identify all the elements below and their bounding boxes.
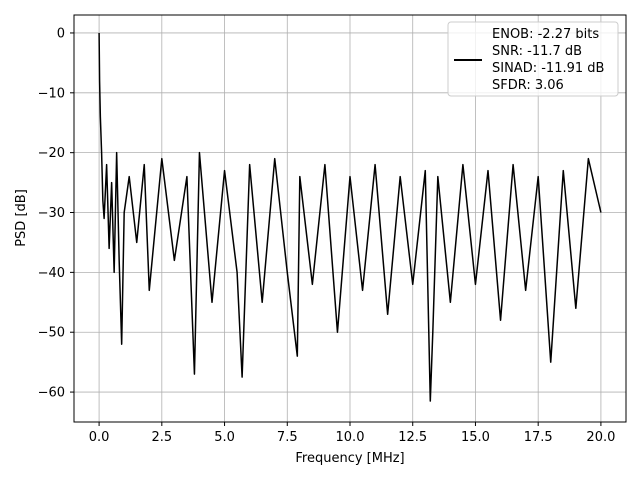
x-tick-label: 7.5 (277, 430, 298, 445)
x-tick-label: 2.5 (151, 430, 172, 445)
y-axis-label: PSD [dB] (14, 189, 29, 247)
x-tick-label: 17.5 (524, 430, 553, 445)
legend-snr: SNR: -11.7 dB (492, 44, 582, 59)
legend-sfdr: SFDR: 3.06 (492, 78, 564, 93)
legend-box (447, 21, 619, 97)
x-tick-label: 20.0 (586, 430, 615, 445)
y-tick-label: −50 (38, 326, 65, 341)
psd-series-line (98, 32, 602, 402)
legend: ENOB: -2.27 bits SNR: -11.7 dB SINAD: -1… (447, 21, 619, 97)
y-tick-label: −30 (38, 206, 65, 221)
data-area (98, 32, 602, 402)
legend-sinad: SINAD: -11.91 dB (492, 61, 604, 76)
y-tick-label: −60 (38, 386, 65, 401)
y-tick-label: −40 (38, 266, 65, 281)
x-tick-label: 5.0 (214, 430, 235, 445)
x-tick-label: 10.0 (336, 430, 365, 445)
y-axis-ticks: 0 −10 −20 −30 −40 −50 −60 (38, 26, 74, 401)
legend-enob: ENOB: -2.27 bits (492, 27, 599, 42)
x-tick-label: 12.5 (398, 430, 427, 445)
x-tick-label: 15.0 (461, 430, 490, 445)
x-axis-ticks: 0.0 2.5 5.0 7.5 10.0 12.5 15.0 17.5 20.0 (89, 422, 615, 445)
y-tick-label: 0 (57, 26, 65, 41)
y-tick-label: −20 (38, 146, 65, 161)
y-tick-label: −10 (38, 86, 65, 101)
x-axis-label: Frequency [MHz] (295, 451, 404, 466)
x-tick-label: 0.0 (89, 430, 110, 445)
